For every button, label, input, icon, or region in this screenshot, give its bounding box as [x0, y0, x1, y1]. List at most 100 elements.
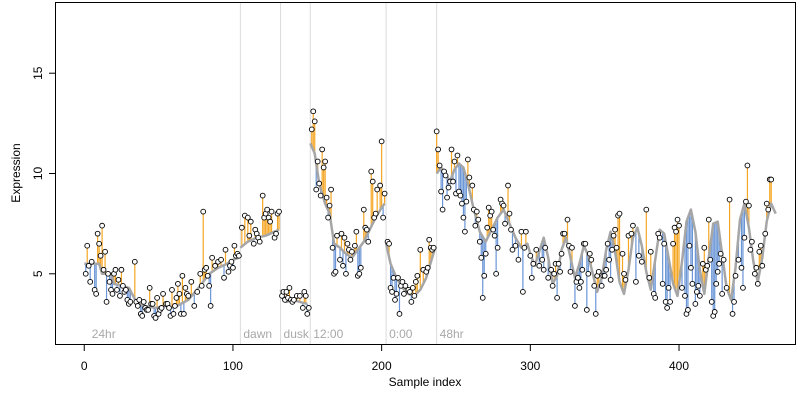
data-point — [334, 232, 340, 239]
data-point — [714, 268, 721, 275]
data-point — [699, 260, 706, 267]
x-tick-label: 300 — [520, 359, 540, 373]
data-point — [515, 256, 522, 263]
data-point — [444, 194, 450, 201]
phase-label: 0:00 — [389, 327, 413, 341]
data-point — [343, 270, 349, 277]
data-point — [109, 291, 116, 297]
data-point — [173, 295, 180, 301]
data-point — [561, 230, 568, 237]
data-point — [482, 250, 489, 257]
data-point — [555, 260, 562, 267]
data-point — [154, 295, 160, 301]
data-point — [603, 266, 610, 273]
y-axis-title: Expression — [9, 143, 23, 202]
data-point — [149, 301, 156, 307]
data-point — [686, 242, 693, 249]
phase-label: dusk — [284, 327, 310, 341]
data-point — [575, 274, 581, 281]
data-point — [386, 240, 392, 247]
data-point — [667, 299, 673, 305]
x-tick-label: 400 — [669, 359, 689, 373]
data-point — [127, 299, 134, 305]
data-point — [591, 282, 598, 289]
data-point — [454, 152, 461, 159]
data-point — [729, 311, 736, 317]
data-point — [82, 270, 89, 277]
data-point — [123, 286, 129, 293]
data-point — [530, 260, 537, 267]
data-point — [763, 200, 770, 207]
data-point — [633, 278, 639, 285]
data-point — [476, 238, 483, 245]
data-point — [450, 178, 456, 185]
data-point — [389, 288, 395, 295]
data-point — [392, 297, 398, 303]
data-point — [754, 280, 761, 287]
data-point — [225, 268, 232, 275]
data-point — [203, 264, 210, 271]
data-point — [756, 248, 763, 255]
data-point — [134, 303, 141, 309]
data-point — [704, 262, 711, 269]
data-point — [601, 272, 608, 279]
data-point — [372, 210, 379, 217]
data-point — [188, 278, 195, 285]
data-point — [209, 254, 215, 261]
data-point — [459, 200, 465, 207]
phase-label: 48hr — [440, 327, 464, 341]
data-point — [485, 204, 492, 211]
data-point — [488, 208, 495, 215]
data-point — [665, 284, 672, 291]
data-point — [569, 244, 575, 251]
data-point — [408, 299, 415, 305]
data-point — [738, 264, 745, 271]
data-point — [347, 256, 354, 263]
data-point — [607, 276, 614, 283]
data-point — [146, 284, 153, 291]
data-point — [621, 270, 627, 277]
data-point — [465, 156, 471, 163]
data-point — [696, 293, 703, 299]
data-point — [313, 186, 320, 193]
data-point — [414, 272, 421, 279]
data-point — [479, 295, 486, 301]
data-point — [353, 228, 360, 235]
data-point — [430, 244, 437, 251]
data-point — [445, 184, 452, 191]
data-point — [118, 266, 125, 273]
data-point — [435, 146, 441, 153]
data-point — [726, 196, 733, 203]
data-point — [221, 274, 227, 281]
data-point — [685, 307, 691, 313]
data-point — [103, 299, 110, 305]
data-point — [638, 258, 645, 265]
phase-label: dawn — [243, 327, 272, 341]
data-point — [579, 266, 586, 273]
data-point — [512, 242, 519, 249]
data-point — [410, 284, 416, 291]
data-point — [308, 126, 315, 133]
data-point — [462, 228, 468, 235]
data-point — [365, 238, 372, 245]
data-point — [264, 206, 270, 213]
data-point — [105, 270, 111, 277]
data-point — [610, 232, 617, 239]
data-point — [340, 262, 346, 269]
data-point — [592, 311, 599, 317]
data-point — [716, 260, 723, 267]
data-point — [114, 286, 120, 293]
data-point — [759, 262, 766, 269]
data-point — [185, 293, 192, 299]
data-point — [273, 230, 279, 237]
data-point — [395, 274, 401, 281]
data-points — [82, 108, 775, 321]
data-point — [448, 146, 455, 153]
data-point — [701, 244, 708, 251]
data-point — [628, 230, 635, 237]
data-point — [436, 162, 443, 169]
data-point — [316, 180, 323, 187]
data-point — [212, 262, 218, 269]
data-point — [472, 222, 479, 229]
